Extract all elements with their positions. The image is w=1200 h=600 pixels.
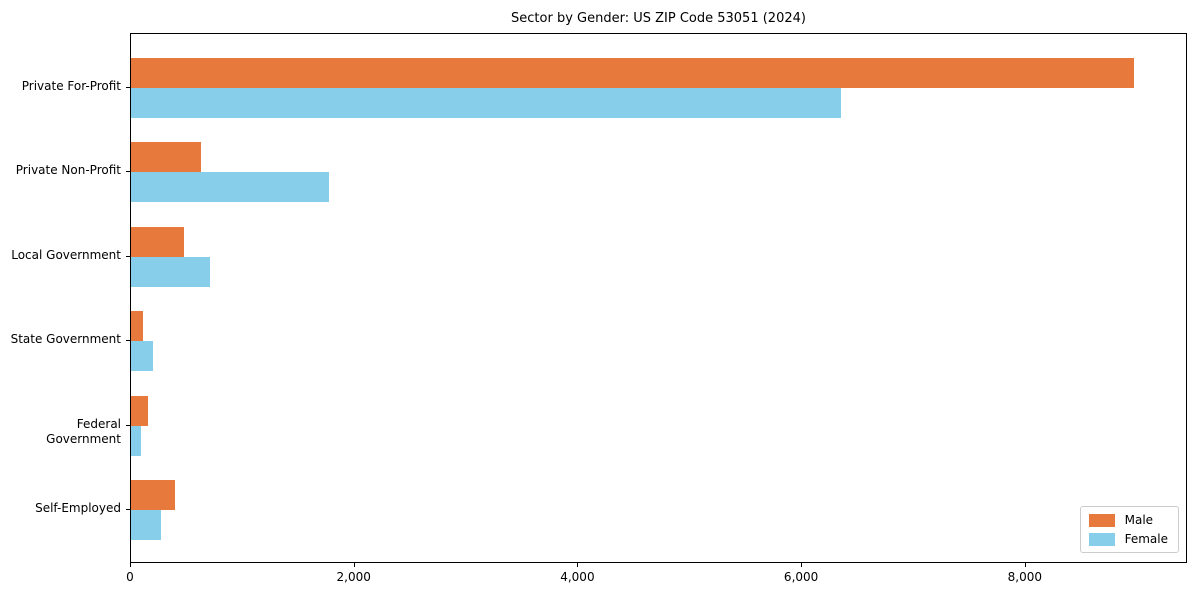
- x-tick-label: 0: [126, 570, 134, 584]
- bar-female-federal-government: [131, 425, 142, 456]
- bar-male-private-for-profit: [131, 57, 1134, 88]
- x-tick-label: 6,000: [783, 570, 819, 584]
- y-tick: [126, 509, 130, 511]
- x-tick: [577, 563, 579, 567]
- y-tick: [126, 86, 130, 88]
- x-tick: [353, 563, 355, 567]
- bar-female-self-employed: [131, 510, 161, 541]
- y-tick: [126, 171, 130, 173]
- x-tick-label: 4,000: [560, 570, 595, 584]
- plot-area: Male Female: [130, 33, 1187, 563]
- x-tick-label: 8,000: [1007, 570, 1042, 584]
- y-tick: [126, 424, 130, 426]
- bar-male-private-non-profit: [131, 142, 201, 173]
- bar-male-local-government: [131, 226, 185, 257]
- y-axis-label-self-employed: Self-Employed: [35, 501, 121, 516]
- bar-male-state-government: [131, 311, 143, 342]
- x-tick: [801, 563, 803, 567]
- legend: Male Female: [1079, 506, 1179, 553]
- y-axis-label-federal-government: Federal Government: [46, 416, 121, 446]
- legend-swatch-female-icon: [1088, 532, 1115, 546]
- y-tick: [126, 340, 130, 342]
- x-tick-label: 2,000: [336, 570, 371, 584]
- legend-label-male: Male: [1124, 513, 1154, 527]
- bar-male-federal-government: [131, 395, 148, 426]
- bar-female-private-non-profit: [131, 172, 329, 203]
- y-tick: [126, 255, 130, 257]
- y-axis-label-private-non-profit: Private Non-Profit: [15, 163, 121, 178]
- chart-title: Sector by Gender: US ZIP Code 53051 (202…: [511, 11, 806, 26]
- y-axis-label-private-for-profit: Private For-Profit: [21, 78, 121, 93]
- bar-female-local-government: [131, 256, 210, 287]
- x-tick: [1024, 563, 1026, 567]
- legend-label-female: Female: [1124, 532, 1168, 546]
- bar-female-state-government: [131, 341, 153, 372]
- bar-male-self-employed: [131, 480, 175, 511]
- legend-entry-male: Male: [1088, 513, 1168, 527]
- bar-female-private-for-profit: [131, 87, 842, 118]
- y-axis-label-local-government: Local Government: [11, 247, 121, 262]
- x-tick: [130, 563, 131, 567]
- legend-swatch-male-icon: [1088, 513, 1115, 527]
- bars-layer: [131, 34, 1186, 562]
- y-axis-label-state-government: State Government: [10, 332, 121, 347]
- legend-entry-female: Female: [1088, 532, 1168, 546]
